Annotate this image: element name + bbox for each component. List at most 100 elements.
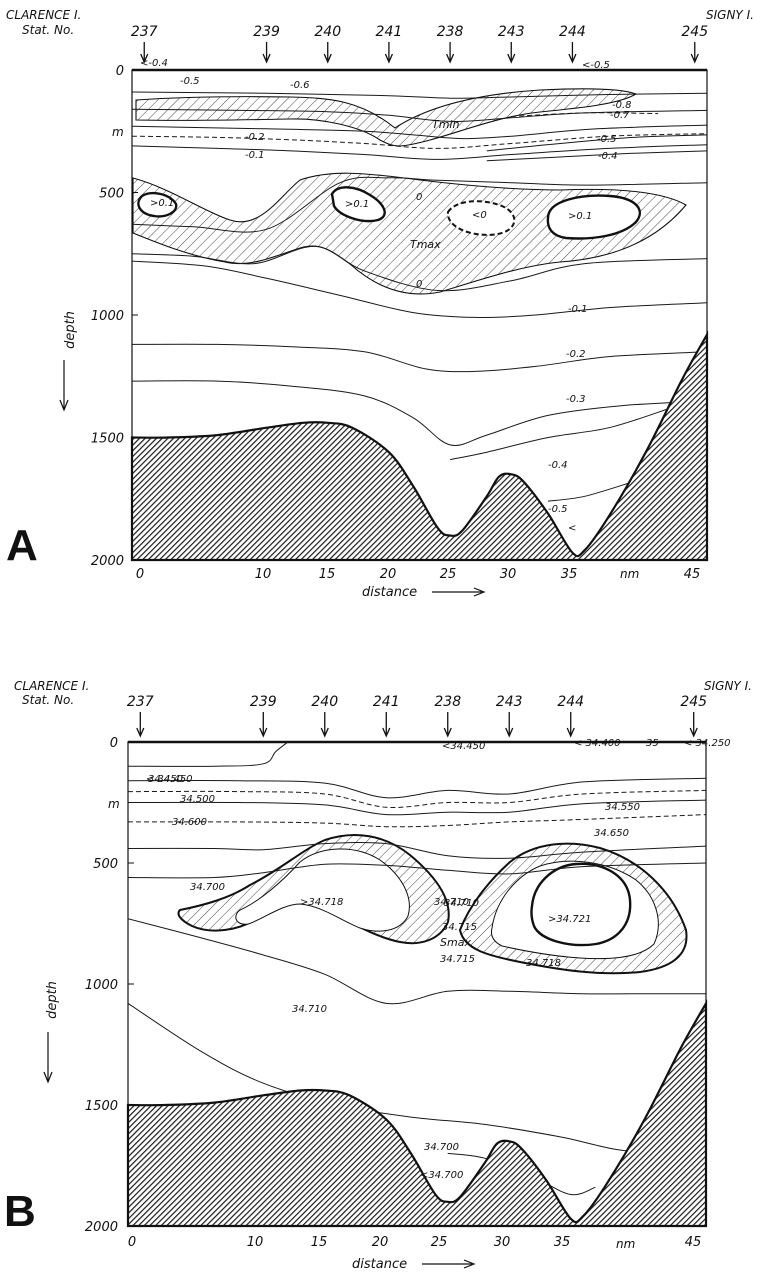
panel-a-station-markers: 237 239 240 241 238 243 244 245 [131,24,708,64]
panel-a-station-row-label: Stat. No. [22,23,74,37]
station-arrow [689,712,698,738]
contour-line [132,343,707,373]
x-tick-label: 25 [431,1235,448,1250]
x-tick-label: 0 [128,1235,136,1250]
y-tick-label: 500 [99,187,124,202]
contour-label: -0.5 [548,504,568,515]
core-annotation: < 34.250 [684,738,731,749]
panel-a-isotherms [132,91,707,502]
core-annotation: <0 [472,210,487,221]
warm-core-3 [546,194,641,240]
x-tick-label: 45 [685,1235,702,1250]
station-arrow [568,42,577,64]
warm-core-2 [330,186,386,223]
station-label: 239 [253,24,280,40]
core-annotation: <-0.5 [582,60,610,71]
core-annotation: <-0.4 [140,58,168,69]
contour-label: 34.500 [180,794,215,805]
contour-label: 34.710 [434,897,469,908]
contour-line [132,91,707,99]
panel-b-x-axis-arrow [422,1259,476,1269]
contour-line [128,1002,670,1152]
contour-label: <34.700 [420,1170,463,1181]
station-arrow [259,712,268,738]
x-tick-label: 35 [554,1235,571,1250]
panel-b-y-axis-title: depth [45,981,60,1019]
contour-label: 34.600 [172,817,207,828]
station-arrow [320,712,329,738]
cold-core-dashed [446,200,516,236]
contour-line [128,862,706,879]
core-annotation: < 34.400 [574,738,621,749]
panel-a-right-title: SIGNY I. [706,8,754,22]
smax-inner-left [235,848,410,932]
contour-label: -0.3 [566,394,586,405]
salinity-maximum-core [530,862,632,947]
contour-line [128,742,289,767]
core-annotation: 34.715 [442,922,477,933]
contour-label: -0.1 [245,150,265,161]
core-annotation: 34.715 [440,954,475,965]
y-tick-label: 1500 [91,432,124,447]
contour-label: -0.2 [245,132,265,143]
contour-line [486,134,707,152]
contour-line [511,112,659,117]
x-tick-label: 15 [319,567,336,582]
contour-line [128,789,706,809]
x-tick-label: 30 [500,567,517,582]
panel-b-letter: B [4,1187,36,1236]
station-label: 241 [373,694,400,710]
core-annotation: >0.1 [568,211,592,222]
panel-a-y-axis-arrow [59,360,69,412]
contour-line [128,841,706,859]
contour-line [128,814,706,828]
panel-a-y-axis-title: depth [63,311,78,349]
panel-b-annotations: 34.450 34.500 34.550 34.600 34.650 34.700 34.7… [146,738,731,1181]
tmax-label: Tmax [410,238,441,251]
contour-label: -0.4 [548,460,568,471]
contour-label: 34.450 [148,774,183,785]
station-label: 237 [127,694,154,710]
station-label: 237 [131,24,158,40]
x-tick-label: 20 [372,1235,389,1250]
tmin-hatched-layer [135,88,638,147]
panel-b-y-axis-arrow [43,1032,53,1084]
station-label: 241 [376,24,403,40]
panel-a-annotations: -0.5 -0.6 -0.7-0.8 -0.2 -0.1 -0.5 -0.4 0 0 -0.1 -0… [140,58,632,534]
x-tick-label: 0 [136,567,144,582]
station-label: 238 [434,694,461,710]
contour-label: -0.2 [566,349,586,360]
contour-label: 34.550 [605,802,640,813]
contour-line [128,799,706,816]
station-label: 239 [250,694,277,710]
station-label: 245 [680,694,707,710]
contour-label: -0.4 [598,151,618,162]
panel-b-seafloor [126,999,708,1228]
panel-a-x-axis: 0 10 15 20 25 30 35 45 [136,567,700,582]
core-annotation: >34.721 [548,914,591,925]
contour-label: -0.1 [568,304,588,315]
station-arrow [323,42,332,64]
x-tick-label: 25 [440,567,457,582]
y-tick-label: 0 [116,64,124,79]
contour-line [132,380,707,446]
panel-a-x-axis-title: distance [362,585,417,600]
panel-b-right-title: SIGNY I. [704,679,752,693]
contour-line [132,176,707,233]
contour-label: 34.650 [594,828,629,839]
contour-line [486,150,707,162]
core-annotation: 34.710 [444,898,479,909]
y-tick-label: 1000 [85,978,118,993]
panel-b-depth-unit: m [108,797,120,811]
panel-b-y-axis: 0 500 1000 1500 2000 [85,736,134,1235]
x-tick-label: 45 [684,567,701,582]
station-arrow [382,712,391,738]
x-tick-label: 10 [247,1235,264,1250]
panel-b-x-axis: 0 10 15 20 25 30 35 45 [128,1235,701,1250]
station-label: 240 [311,694,338,710]
contour-label: 0 [416,192,422,203]
x-tick-label: 35 [561,567,578,582]
station-arrow [136,712,145,738]
panel-a-x-axis-arrow [432,587,486,597]
